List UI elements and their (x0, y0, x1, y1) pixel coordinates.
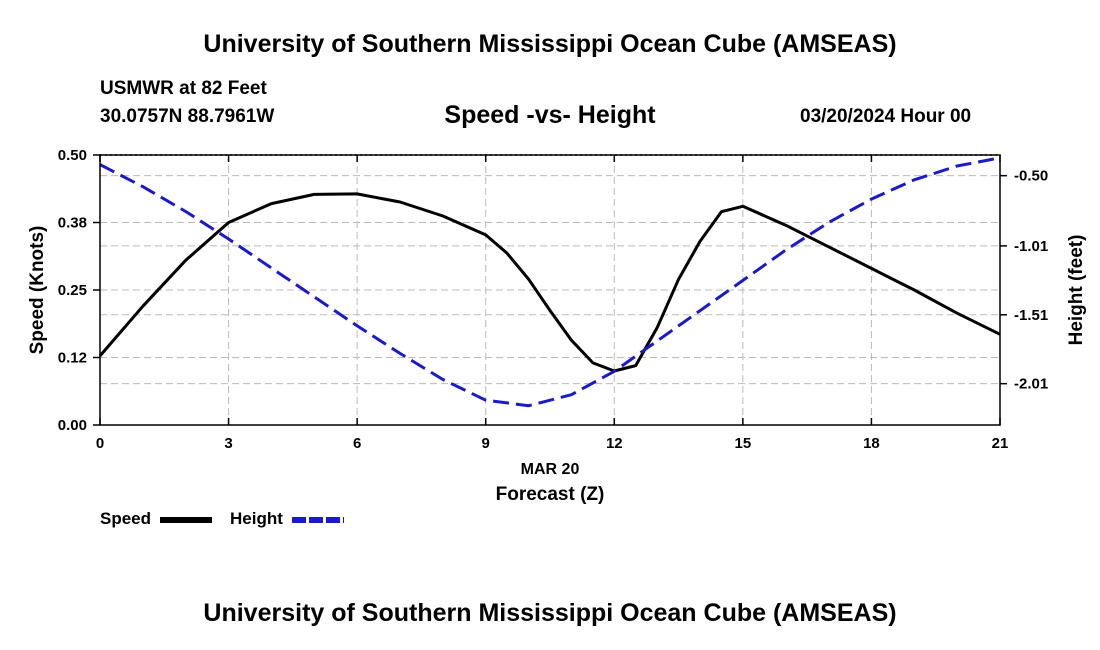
legend-height-swatch (292, 517, 344, 523)
y-left-tick-label: 0.38 (58, 215, 87, 232)
x-tick-label: 18 (863, 435, 880, 452)
x-tick-label: 6 (353, 435, 361, 452)
y-right-tick-label: -2.01 (1014, 376, 1048, 393)
height-series-line (99, 156, 1001, 408)
y-axis-right-label: Height (feet) (1066, 235, 1087, 346)
x-tick-label: 3 (224, 435, 232, 452)
x-tick-label: 0 (96, 435, 104, 452)
chart-title: University of Southern Mississippi Ocean… (203, 30, 897, 58)
legend-speed-label: Speed (100, 509, 152, 528)
series-layer (98, 156, 1001, 408)
x-tick-label: 21 (992, 435, 1009, 452)
axes: 0 3 6 9 12 15 18 21 0.00 0.12 0.25 0.38 0.50 -0.50 -1.… (58, 147, 1048, 452)
speed-series-line (98, 192, 1001, 373)
legend-height-label: Height (230, 509, 283, 528)
x-tick-label: 9 (482, 435, 490, 452)
x-axis-date-label: MAR 20 (521, 461, 580, 478)
y-left-tick-label: 0.00 (58, 417, 87, 434)
footer-title: University of Southern Mississippi Ocean… (203, 599, 897, 627)
x-axis-label: Forecast (Z) (496, 484, 605, 505)
chart-subtitle: Speed -vs- Height (444, 101, 656, 129)
y-right-tick-label: -1.01 (1014, 238, 1048, 255)
x-tick-label: 12 (606, 435, 623, 452)
legend-speed-swatch (160, 517, 212, 523)
forecast-datestamp: 03/20/2024 Hour 00 (800, 106, 972, 127)
y-left-tick-label: 0.12 (58, 350, 87, 367)
y-axis-left-label: Speed (Knots) (27, 226, 48, 355)
y-right-tick-label: -1.51 (1014, 307, 1048, 324)
x-tick-label: 15 (735, 435, 752, 452)
y-left-tick-label: 0.25 (58, 282, 87, 299)
gridlines (100, 155, 1000, 425)
station-label: USMWR at 82 Feet (100, 78, 267, 99)
coordinates-label: 30.0757N 88.7961W (100, 106, 275, 127)
y-right-tick-label: -0.50 (1014, 168, 1048, 185)
y-left-tick-label: 0.50 (58, 147, 87, 164)
